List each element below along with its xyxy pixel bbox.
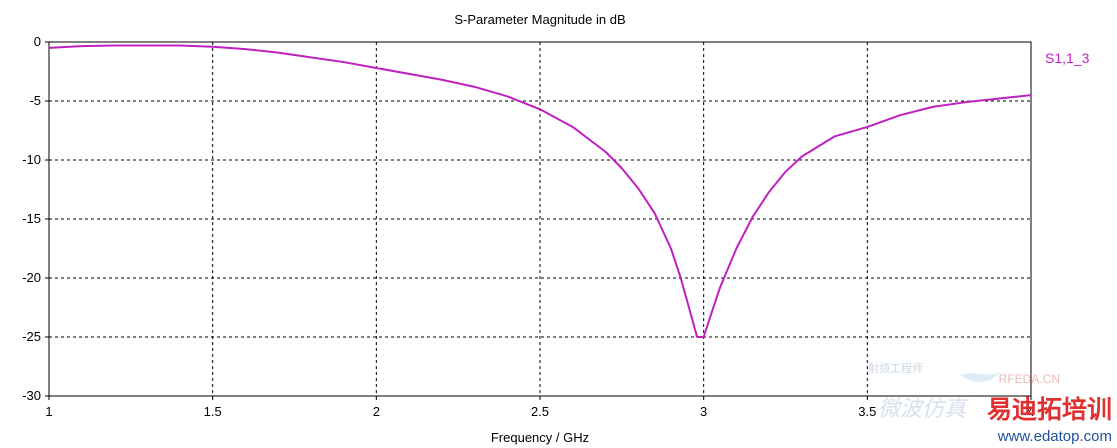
y-tick-label: 0: [34, 34, 41, 49]
x-tick-label: 1.5: [204, 404, 222, 419]
x-tick-label: 2.5: [531, 404, 549, 419]
x-tick-label: 1: [45, 404, 52, 419]
series-group: [48, 44, 1032, 338]
legend: S1,1_3: [1045, 50, 1090, 66]
grid-lines: [49, 42, 1031, 396]
y-tick-label: -25: [22, 329, 41, 344]
x-tick-label: 2: [373, 404, 380, 419]
x-tick-label: 3.5: [858, 404, 876, 419]
watermark: RFEDA.CN 射频工程师 微波仿真: [868, 361, 1060, 421]
watermark-bird-icon: [960, 372, 1000, 383]
x-axis-label: Frequency / GHz: [491, 430, 589, 445]
x-tick-label: 4: [1027, 404, 1034, 419]
chart-title: S-Parameter Magnitude in dB: [454, 12, 625, 27]
watermark-mid-text: 微波仿真: [878, 396, 969, 421]
x-tick-label: 3: [700, 404, 707, 419]
watermark-small-text: 射频工程师: [868, 361, 923, 375]
watermark-big-text: 易迪拓培训: [987, 395, 1112, 424]
series-line: [48, 44, 1032, 338]
x-axis: 1 1.5 2 2.5 3 3.5 4: [45, 396, 1035, 419]
watermark-brand: RFEDA.CN: [999, 372, 1060, 386]
y-tick-label: -10: [22, 152, 41, 167]
y-tick-label: -20: [22, 270, 41, 285]
y-tick-label: -5: [29, 93, 41, 108]
y-tick-label: -30: [22, 388, 41, 403]
y-axis: 0 -5 -10 -15 -20 -25 -30: [22, 34, 49, 403]
legend-entry: S1,1_3: [1045, 50, 1090, 66]
watermark-url: www.edatop.com: [997, 428, 1112, 445]
y-tick-label: -15: [22, 211, 41, 226]
